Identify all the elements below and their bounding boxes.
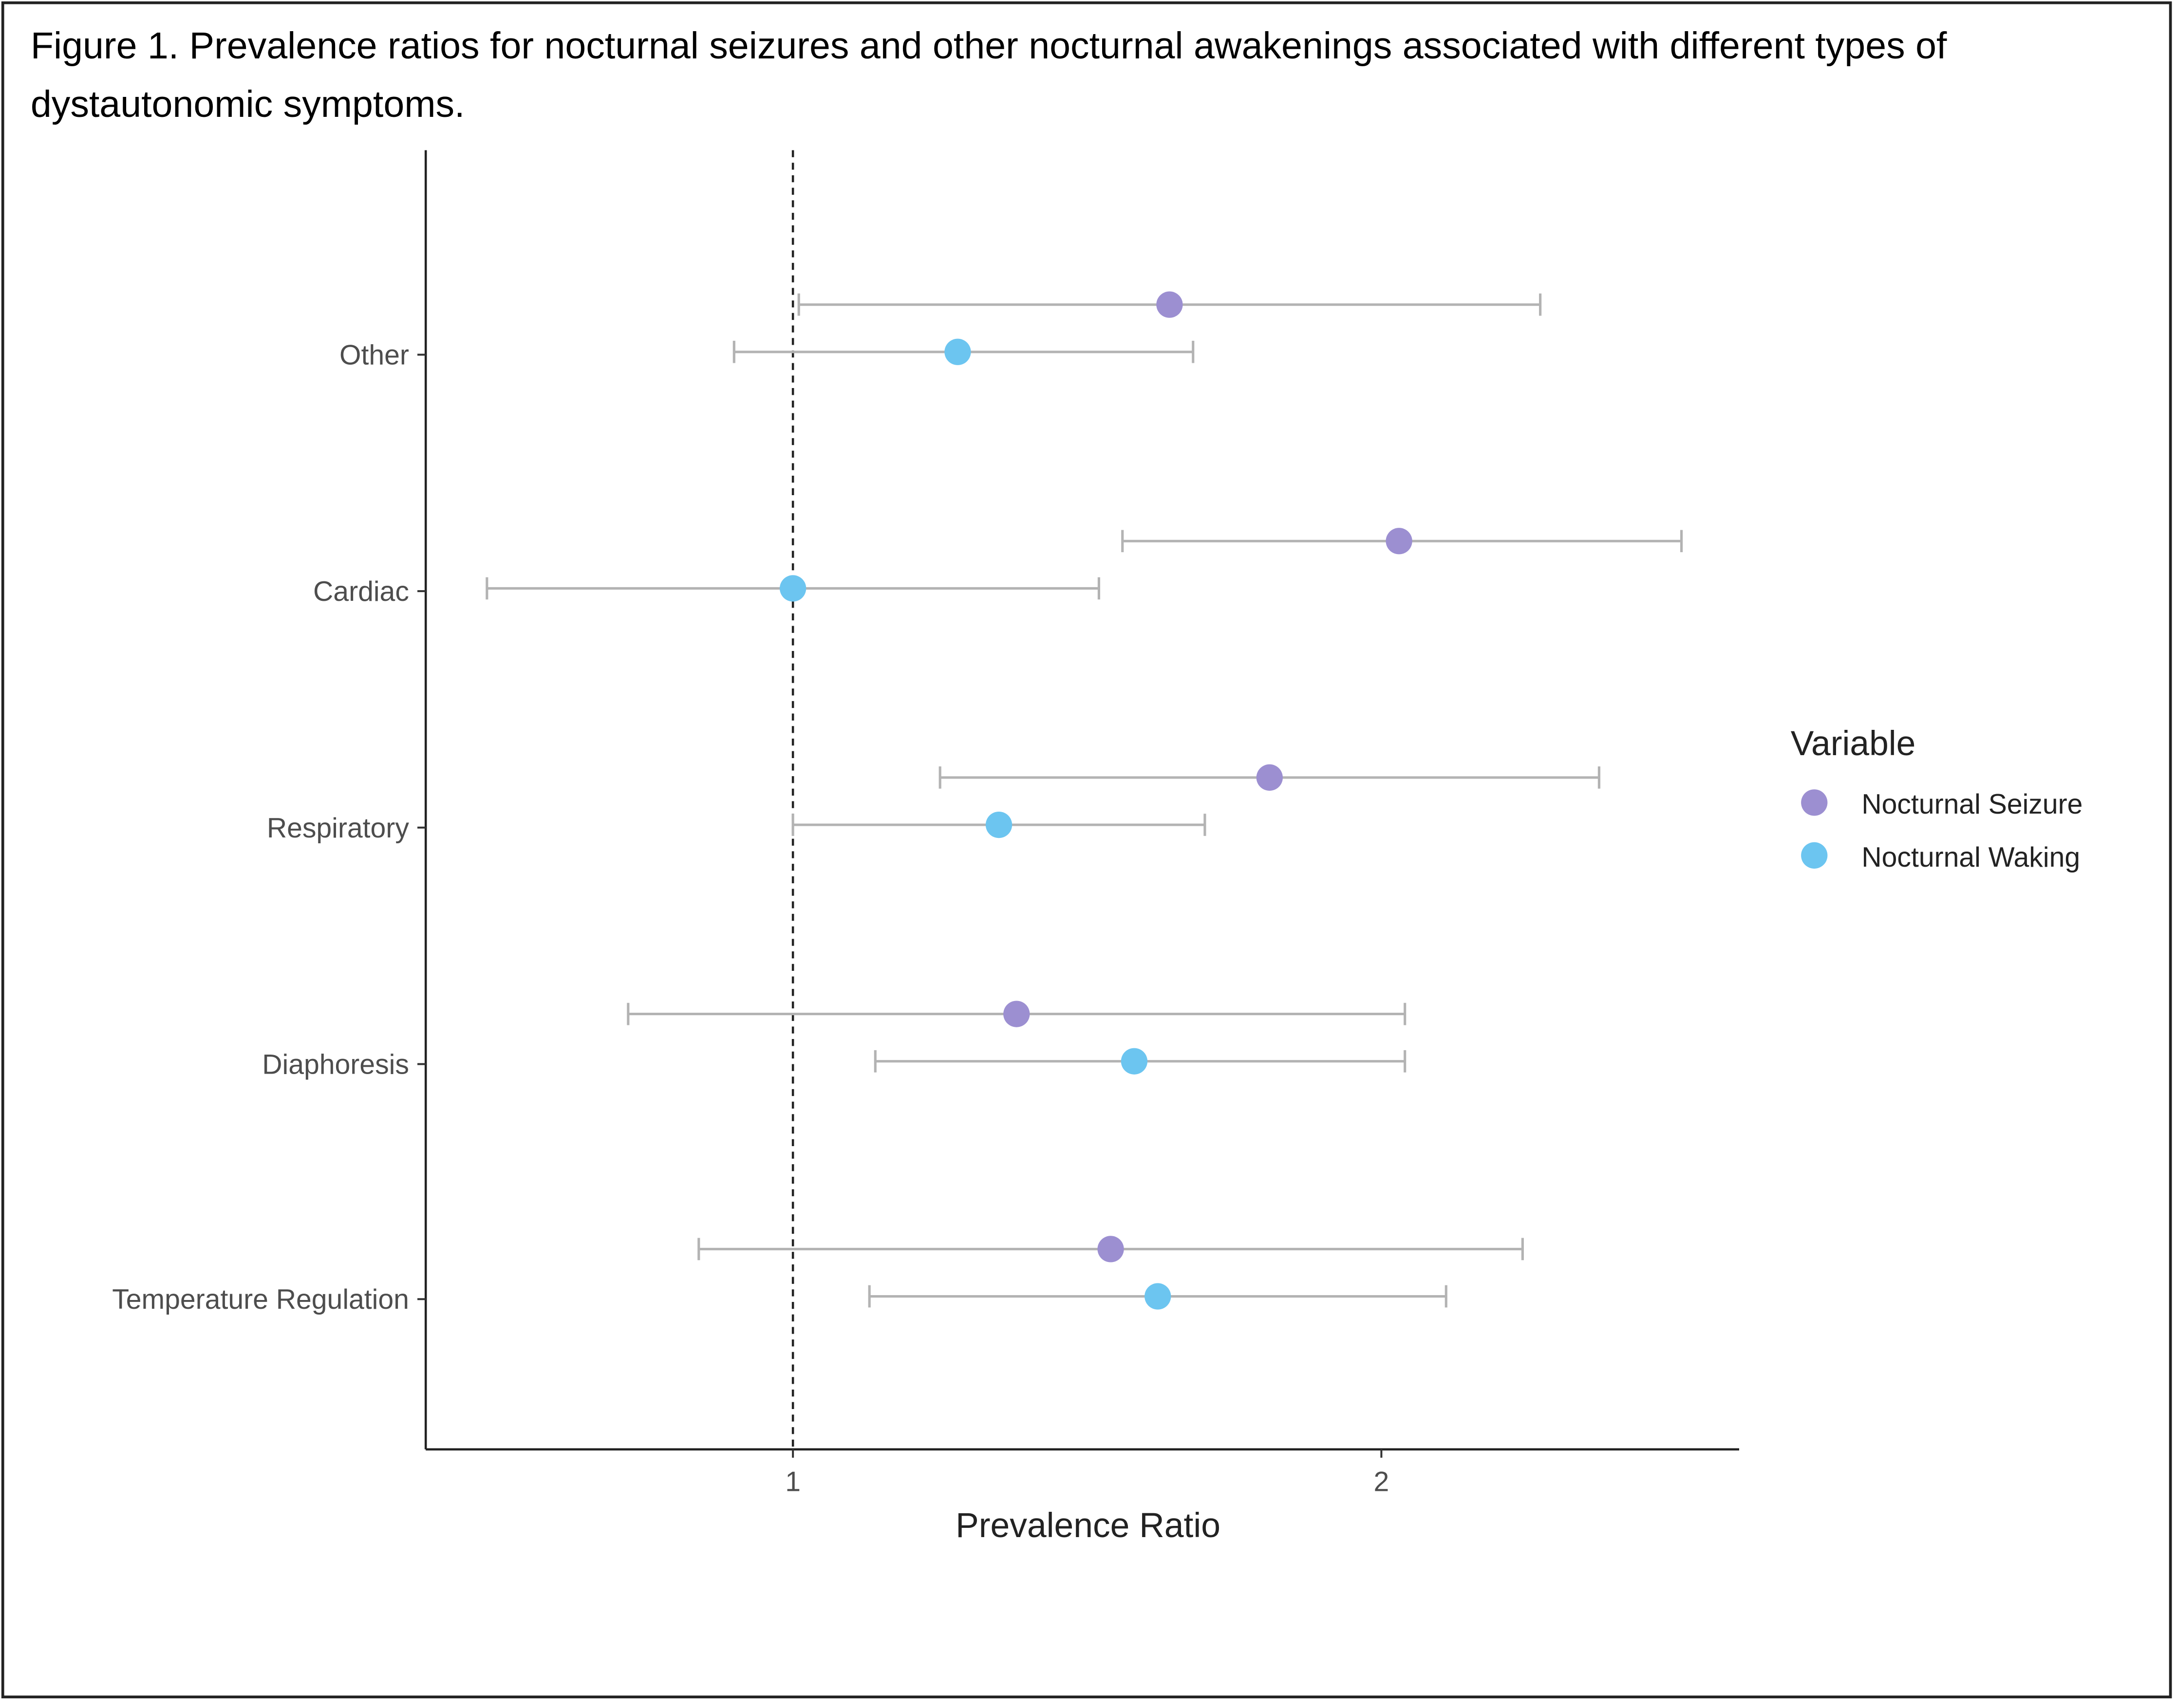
data-point — [1121, 1048, 1148, 1075]
data-point — [1097, 1236, 1124, 1262]
y-tick-label: Other — [339, 339, 409, 371]
y-tick-label: Cardiac — [313, 576, 409, 607]
y-tick-label: Respiratory — [267, 813, 410, 844]
data-point — [1256, 764, 1283, 791]
series-nocturnal-seizure — [627, 291, 1683, 1262]
legend-label: Nocturnal Waking — [1861, 842, 2080, 873]
legend-label: Nocturnal Seizure — [1861, 789, 2082, 820]
legend-marker — [1801, 842, 1828, 869]
figure-caption: Figure 1. Prevalence ratios for nocturna… — [30, 25, 1947, 126]
legend-title: Variable — [1791, 724, 1916, 763]
x-tick-label: 1 — [785, 1466, 801, 1497]
y-tick-label: Temperature Regulation — [112, 1284, 409, 1315]
data-point — [1386, 528, 1412, 555]
data-point — [1144, 1283, 1171, 1310]
legend-marker — [1801, 789, 1828, 816]
x-axis-title: Prevalence Ratio — [956, 1506, 1220, 1545]
data-point — [1156, 291, 1183, 318]
series-nocturnal-waking — [486, 338, 1447, 1310]
x-tick-label: 2 — [1373, 1466, 1389, 1497]
data-point — [985, 811, 1013, 838]
data-point — [779, 575, 807, 602]
data-point — [944, 338, 971, 365]
data-point — [1003, 1001, 1030, 1027]
y-tick-label: Diaphoresis — [262, 1049, 409, 1080]
